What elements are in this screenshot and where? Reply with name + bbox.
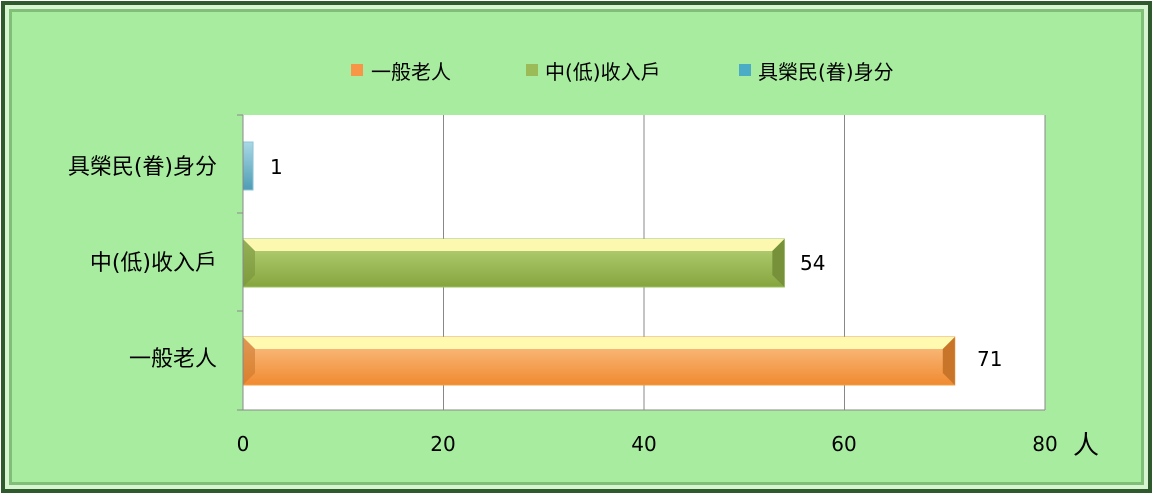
legend: 一般老人 中(低)收入戶 具榮民(眷)身分	[351, 60, 894, 84]
x-axis-unit-label: 人	[1073, 431, 1099, 461]
bar-low-income-end-bevel	[772, 239, 785, 287]
x-tick-label-60: 60	[831, 432, 856, 456]
bar-general-start-bevel	[243, 337, 255, 385]
bar-low-income-top-bevel	[243, 239, 785, 251]
bar-veteran-face	[242, 141, 254, 191]
bar-general-top-bevel	[243, 337, 955, 349]
data-label-veteran: 1	[270, 155, 283, 179]
x-tick-label-20: 20	[430, 432, 455, 456]
legend-swatch-blue	[739, 64, 751, 76]
data-label-low-income: 54	[800, 251, 825, 275]
bar-veteran	[242, 141, 254, 191]
bar-general	[242, 336, 956, 386]
legend-item-general[interactable]: 一般老人	[351, 60, 451, 84]
legend-swatch-orange	[351, 64, 363, 76]
legend-label-low-income: 中(低)收入戶	[545, 60, 661, 84]
x-tick-label-80: 80	[1032, 432, 1057, 456]
legend-swatch-green	[526, 64, 538, 76]
data-label-general: 71	[977, 347, 1002, 371]
legend-label-general: 一般老人	[371, 60, 451, 84]
bar-general-end-bevel	[942, 337, 955, 385]
x-tick-label-40: 40	[631, 432, 656, 456]
legend-item-low-income[interactable]: 中(低)收入戶	[526, 60, 661, 84]
category-label-veteran: 具榮民(眷)身分	[68, 155, 217, 180]
y-axis-ticks	[237, 114, 243, 411]
bars	[242, 141, 956, 386]
bar-low-income-start-bevel	[243, 239, 255, 287]
bar-low-income	[242, 238, 785, 288]
legend-label-veteran: 具榮民(眷)身分	[758, 60, 894, 84]
category-label-low-income: 中(低)收入戶	[90, 251, 217, 276]
legend-item-veteran[interactable]: 具榮民(眷)身分	[739, 60, 894, 84]
category-label-general: 一般老人	[129, 347, 217, 372]
x-tick-label-0: 0	[237, 432, 250, 456]
